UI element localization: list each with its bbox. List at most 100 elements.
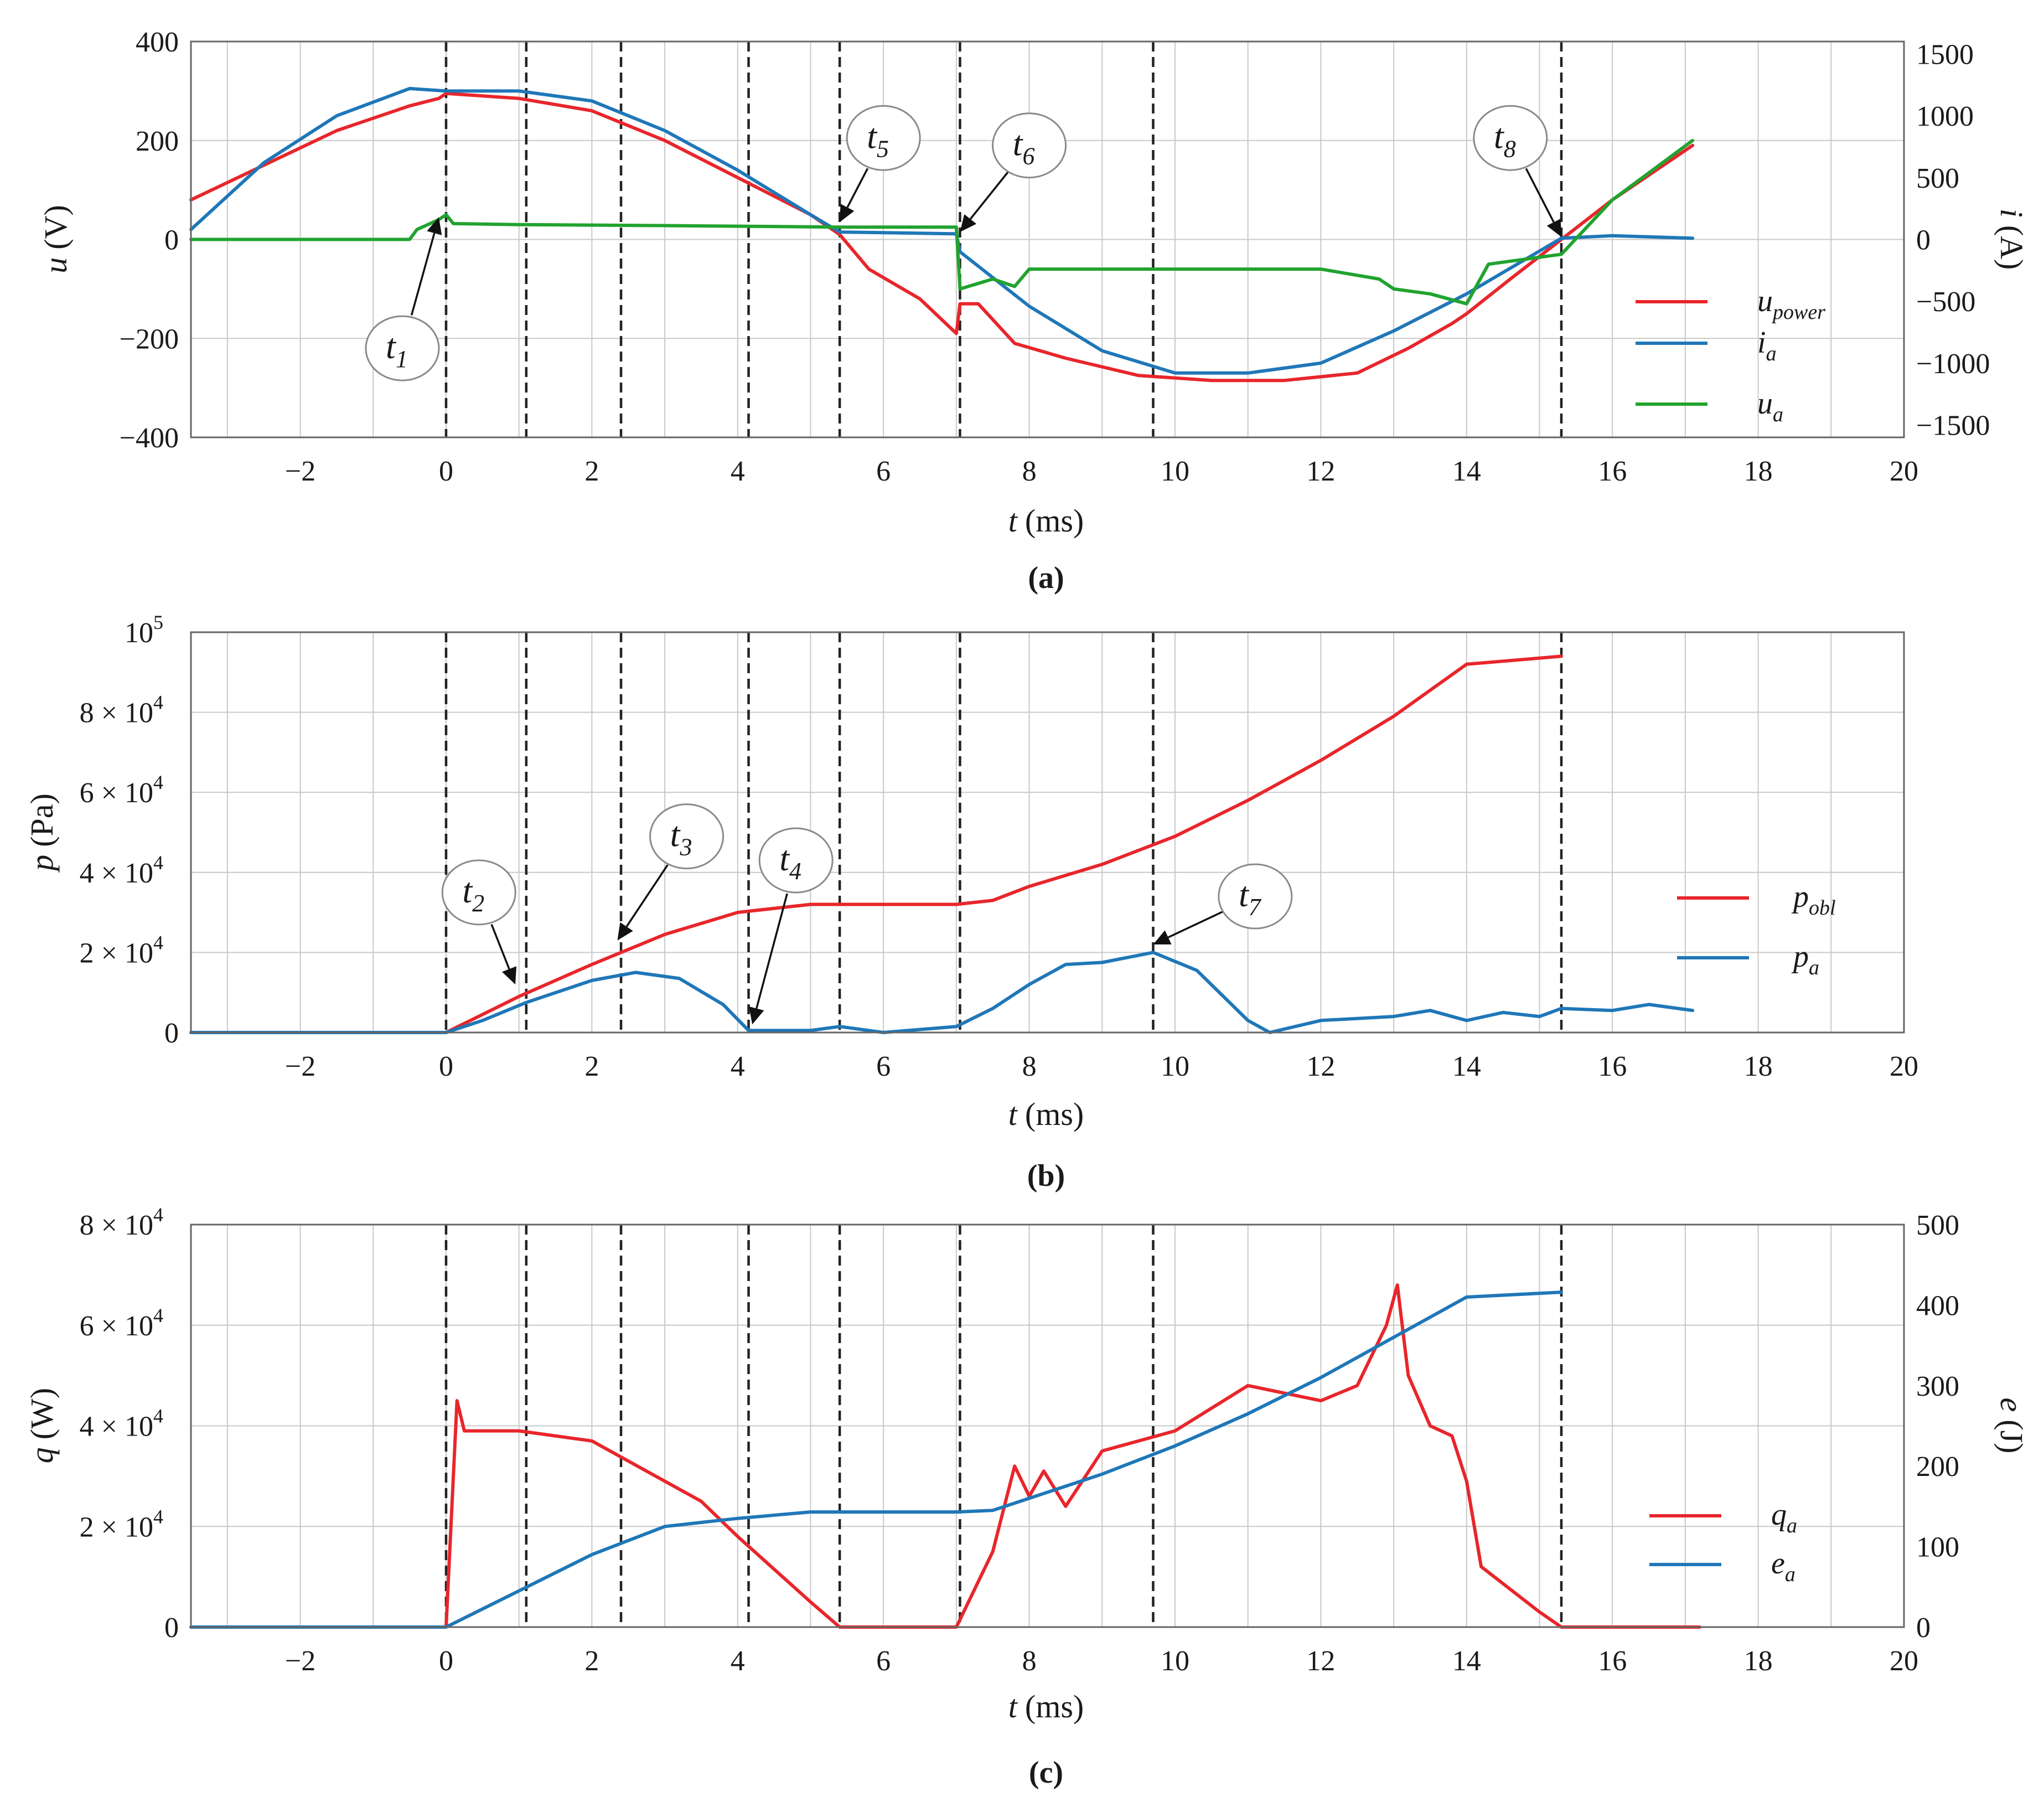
panel-c-xlabel-var: t bbox=[1008, 1689, 1018, 1725]
panel-c-ylabel-var: q bbox=[24, 1447, 60, 1463]
x-tick-label: 6 bbox=[876, 456, 891, 487]
panel-c-y2label: e (J) bbox=[1994, 1398, 2030, 1454]
annotation-arrow-head bbox=[427, 217, 442, 235]
panel-a-markers bbox=[444, 42, 1563, 437]
y2-tick-label: 200 bbox=[1916, 1451, 1959, 1483]
panel-a-yticks: −400 −200 0 200 400 bbox=[120, 27, 179, 454]
x-tick-label: 14 bbox=[1452, 456, 1481, 487]
panel-c-xticks: −2 0 2 4 6 8 10 12 14 16 18 20 bbox=[285, 1645, 1918, 1677]
x-tick-label: 4 bbox=[731, 456, 745, 487]
annotation-label: t4 bbox=[779, 839, 801, 885]
y2-tick-label: −1500 bbox=[1916, 410, 1990, 442]
panel-b-xlabel-unit: (ms) bbox=[1025, 1096, 1084, 1132]
panel-a-xlabel: t (ms) bbox=[1008, 503, 1084, 539]
x-tick-label: 10 bbox=[1161, 456, 1189, 487]
annotation-circle bbox=[1473, 105, 1548, 171]
y2-tick-label: 1500 bbox=[1916, 39, 1974, 70]
x-tick-label: 4 bbox=[731, 1645, 745, 1677]
series-u-a bbox=[189, 138, 1695, 306]
annotation-arrow-head bbox=[502, 966, 517, 985]
legend-u-power-name: u bbox=[1757, 284, 1773, 318]
y-tick-label: −200 bbox=[120, 323, 179, 355]
series-q-a bbox=[189, 1283, 1702, 1629]
annotation-t7: t7 bbox=[1153, 863, 1293, 944]
panel-c-grid bbox=[191, 1225, 1904, 1627]
annotation-t3: t3 bbox=[617, 803, 725, 941]
x-tick-label: 10 bbox=[1161, 1645, 1189, 1677]
annotation-arrow-line bbox=[1525, 168, 1555, 223]
panel-c-xlabel: t (ms) bbox=[1008, 1689, 1084, 1725]
x-tick-label: 16 bbox=[1598, 1645, 1627, 1677]
annotation-circle bbox=[758, 827, 834, 894]
legend-u-a-name: u bbox=[1757, 386, 1773, 421]
panel-b-markers bbox=[444, 632, 1563, 1032]
x-tick-label: 8 bbox=[1022, 1051, 1037, 1082]
x-tick-label: 18 bbox=[1744, 1051, 1773, 1082]
panel-c-y2ticks: 0 100 200 300 400 500 bbox=[1916, 1210, 1959, 1644]
annotation-arrow-head bbox=[840, 204, 855, 223]
panel-b-label: (b) bbox=[1027, 1159, 1065, 1193]
panel-a-ylabel: u (V) bbox=[38, 205, 74, 273]
series-p-obl bbox=[189, 654, 1563, 1034]
panel-a-annotations: t1 t5 t6 t8 bbox=[365, 105, 1561, 381]
panel-c-yticks: 0 2 × 104 4 × 104 6 × 104 8 × 104 bbox=[80, 1204, 179, 1644]
annotation-arrow-line bbox=[625, 864, 669, 927]
annotation-arrow-head bbox=[1153, 930, 1172, 944]
panel-a-ylabel-unit: (V) bbox=[38, 205, 74, 250]
panel-c-frame bbox=[190, 1223, 1905, 1628]
x-tick-label: 6 bbox=[876, 1645, 891, 1677]
annotation-circle bbox=[441, 859, 516, 926]
annotation-arrow-head bbox=[749, 1006, 764, 1025]
panel-a-series bbox=[189, 86, 1695, 383]
panel-a-y2label: i (A) bbox=[1994, 209, 2030, 270]
y-tick-label: 6 × 104 bbox=[80, 771, 163, 809]
annotation-arrow-head bbox=[960, 214, 977, 233]
panel-c-series bbox=[189, 1283, 1702, 1629]
legend-e-a-sub: a bbox=[1785, 1563, 1795, 1586]
x-tick-label: 0 bbox=[439, 1051, 453, 1082]
panel-a-legend: upower ia ua bbox=[1636, 284, 1825, 426]
legend-p-a-name: p bbox=[1791, 939, 1809, 974]
panel-c-y2label-var: e bbox=[1994, 1398, 2030, 1412]
y-tick-label: 0 bbox=[164, 225, 179, 256]
legend-label-p-obl: pobl bbox=[1791, 880, 1836, 920]
x-tick-label: −2 bbox=[285, 1051, 315, 1082]
x-tick-label: 8 bbox=[1022, 1645, 1037, 1677]
y2-tick-label: −500 bbox=[1916, 286, 1975, 318]
y-tick-label: 200 bbox=[136, 126, 179, 157]
x-tick-label: 12 bbox=[1306, 456, 1335, 487]
legend-i-a-name: i bbox=[1757, 326, 1766, 360]
panel-b-frame bbox=[190, 631, 1905, 1034]
x-tick-label: 2 bbox=[584, 1645, 599, 1677]
y-tick-label: −400 bbox=[120, 422, 179, 454]
panel-c-y2label-unit: (J) bbox=[1994, 1419, 2030, 1453]
legend-e-a-name: e bbox=[1771, 1546, 1785, 1581]
annotation-t5: t5 bbox=[840, 105, 921, 223]
y2-tick-label: 300 bbox=[1916, 1371, 1959, 1402]
annotation-arrow-head bbox=[1546, 218, 1561, 238]
legend-q-a-name: q bbox=[1771, 1498, 1787, 1532]
legend-i-a-sub: a bbox=[1766, 342, 1777, 365]
y-tick-label: 0 bbox=[164, 1612, 179, 1644]
x-tick-label: 16 bbox=[1598, 1051, 1627, 1082]
y-tick-label: 2 × 104 bbox=[80, 1505, 163, 1543]
panel-b-ylabel: p (Pa) bbox=[24, 793, 60, 873]
panel-c-markers bbox=[444, 1225, 1563, 1627]
panel-c-ylabel-unit: (W) bbox=[24, 1388, 60, 1439]
x-tick-label: 20 bbox=[1890, 456, 1918, 487]
panel-b-ylabel-unit: (Pa) bbox=[24, 793, 60, 847]
panel-a-xlabel-var: t bbox=[1008, 503, 1018, 539]
y2-tick-label: −1000 bbox=[1916, 348, 1990, 380]
annotation-circle bbox=[992, 112, 1067, 179]
x-tick-label: 14 bbox=[1452, 1051, 1481, 1082]
y2-tick-label: 100 bbox=[1916, 1532, 1959, 1563]
y2-tick-label: 0 bbox=[1916, 225, 1931, 256]
annotation-label: t1 bbox=[386, 327, 408, 373]
x-tick-label: 4 bbox=[731, 1051, 745, 1082]
y2-tick-label: 0 bbox=[1916, 1612, 1931, 1644]
panel-b-yticks: 0 2 × 104 4 × 104 6 × 104 8 × 104 105 bbox=[80, 611, 179, 1049]
x-tick-label: 0 bbox=[439, 456, 453, 487]
panel-a-frame bbox=[190, 40, 1905, 438]
y-tick-label: 400 bbox=[136, 27, 179, 58]
